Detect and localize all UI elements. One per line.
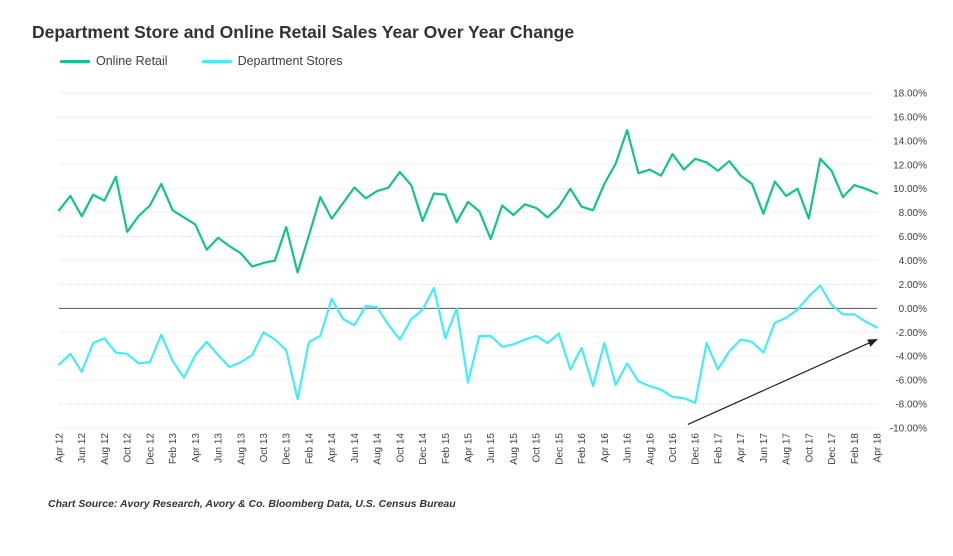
x-tick-label: Aug 15 [509, 433, 520, 465]
x-tick-label: Dec 16 [691, 433, 702, 465]
x-tick-label: Apr 18 [873, 433, 884, 463]
series-lines [57, 129, 879, 404]
y-tick-label: -2.00% [895, 328, 927, 339]
x-tick-label: Aug 17 [782, 433, 793, 465]
x-tick-label: Jun 14 [350, 433, 361, 463]
x-tick-label: Aug 14 [373, 433, 384, 465]
y-tick-label: -4.00% [895, 352, 927, 363]
x-tick-label: Oct 14 [395, 433, 406, 463]
x-tick-label: Feb 17 [713, 433, 724, 465]
y-tick-label: 4.00% [899, 256, 927, 267]
x-tick-label: Jun 15 [486, 433, 497, 463]
trend-arrow [687, 338, 878, 425]
x-tick-label: Aug 16 [645, 433, 656, 465]
legend-label-online-retail: Online Retail [96, 54, 168, 68]
y-tick-label: 18.00% [893, 89, 927, 100]
x-tick-label: Oct 12 [123, 433, 134, 463]
x-tick-label: Jun 16 [623, 433, 634, 463]
x-tick-label: Oct 13 [259, 433, 270, 463]
y-tick-label: 0.00% [899, 304, 927, 315]
x-tick-label: Jun 12 [77, 433, 88, 463]
legend-label-department-stores: Department Stores [237, 54, 343, 68]
x-tick-label: Apr 14 [327, 433, 338, 463]
x-tick-label: Jun 13 [214, 433, 225, 463]
legend-item-online-retail: Online Retail [60, 54, 168, 68]
legend-item-department-stores: Department Stores [201, 54, 343, 68]
chart-title: Department Store and Online Retail Sales… [32, 22, 575, 42]
x-tick-label: Apr 16 [600, 433, 611, 463]
x-tick-label: Feb 18 [850, 433, 861, 465]
x-tick-label: Apr 15 [464, 433, 475, 463]
y-tick-label: 8.00% [899, 208, 927, 219]
x-tick-label: Dec 15 [554, 433, 565, 465]
annotation-arrow [687, 338, 878, 425]
x-tick-label: Oct 15 [532, 433, 543, 463]
series-line-online-retail [57, 129, 879, 274]
y-tick-label: 14.00% [893, 136, 927, 147]
y-tick-label: -10.00% [890, 424, 927, 435]
x-tick-label: Dec 13 [282, 433, 293, 465]
x-tick-label: Aug 13 [236, 433, 247, 465]
x-tick-label: Oct 16 [668, 433, 679, 463]
y-axis-tick-labels: 18.00% 16.00% 14.00% 12.00% 10.00% 8.00% 6.00%… [890, 89, 927, 435]
x-tick-label: Aug 12 [100, 433, 111, 465]
x-axis-tick-labels: Apr 12 Jun 12 Aug 12 Oct 12 Dec 12 Feb 13 Apr … [55, 433, 884, 465]
x-tick-label: Feb 15 [441, 433, 452, 465]
legend-swatch-department-stores [201, 59, 232, 63]
y-tick-label: -8.00% [895, 400, 927, 411]
y-tick-label: 12.00% [893, 160, 927, 171]
chart-source: Chart Source: Avory Research, Avory & Co… [48, 498, 456, 510]
series-line-department-stores [57, 284, 879, 404]
y-tick-label: 16.00% [893, 112, 927, 123]
chart-legend: Online Retail Department Stores [60, 54, 343, 68]
x-tick-label: Feb 14 [304, 433, 315, 465]
x-tick-label: Feb 16 [577, 433, 588, 465]
legend-swatch-online-retail [60, 59, 90, 63]
y-tick-label: 2.00% [899, 280, 927, 291]
x-tick-label: Dec 14 [418, 433, 429, 465]
x-tick-label: Oct 17 [804, 433, 815, 463]
y-tick-label: 10.00% [893, 184, 927, 195]
x-tick-label: Apr 17 [736, 433, 747, 463]
x-tick-label: Feb 13 [168, 433, 179, 465]
x-tick-label: Dec 12 [145, 433, 156, 465]
x-tick-label: Dec 17 [827, 433, 838, 465]
y-tick-label: -6.00% [895, 376, 927, 387]
x-tick-label: Apr 13 [191, 433, 202, 463]
x-tick-label: Apr 12 [55, 433, 66, 463]
y-tick-label: 6.00% [899, 232, 927, 243]
x-tick-label: Jun 17 [759, 433, 770, 463]
